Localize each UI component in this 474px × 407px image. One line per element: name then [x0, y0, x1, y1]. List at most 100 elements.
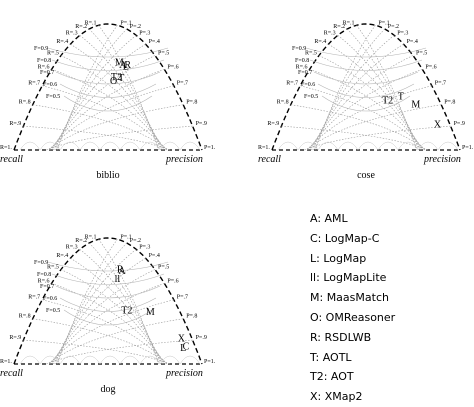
base-arch: [179, 355, 201, 365]
base-arch: [139, 355, 161, 365]
iso-recall-curve: [309, 69, 424, 151]
iso-precision-label: P=.4: [149, 253, 160, 259]
iso-f-arc: [47, 261, 169, 272]
base-arch: [277, 141, 299, 151]
iso-precision-curve: [314, 28, 386, 151]
iso-recall-curve: [98, 25, 159, 151]
point-L: L: [123, 61, 129, 72]
iso-precision-curve: [311, 43, 404, 151]
iso-precision-label: P=.1: [120, 234, 131, 240]
iso-recall-label: R=.1: [85, 234, 97, 240]
legend: A: AML C: LogMap-C L: LogMap ll: LogMapL…: [310, 209, 395, 407]
iso-precision-curve: [49, 299, 174, 365]
iso-recall-curve: [79, 249, 162, 365]
iso-precision-label: P=.3: [139, 244, 150, 250]
iso-f-arc: [59, 83, 157, 98]
iso-precision-curve: [51, 269, 156, 365]
iso-recall-curve: [70, 257, 163, 365]
point-L: L: [180, 343, 186, 354]
iso-f-arc: [309, 59, 423, 71]
base-arch: [397, 141, 419, 151]
iso-f-label: F=0.8: [37, 58, 51, 64]
iso-precision-label: P=1.: [462, 145, 474, 151]
iso-f-arc: [321, 95, 411, 112]
x-axis-label: recall: [0, 154, 23, 165]
iso-f-label: F=0.9: [34, 260, 48, 266]
panel-caption: biblio: [96, 170, 119, 181]
iso-precision-label: P=.4: [149, 39, 160, 45]
iso-f-label: F=0.6: [43, 296, 57, 302]
iso-recall-label: R=.8: [277, 100, 289, 106]
iso-precision-curve: [57, 239, 118, 365]
point-M: M: [411, 100, 420, 111]
iso-recall-curve: [42, 299, 167, 365]
panel-cose: R=1. R=.9 R=.8 R=.7 R=.6 R=.5 R=.4 R=.3R=.2R=.1…: [258, 20, 474, 181]
iso-precision-curve: [53, 257, 146, 365]
iso-precision-curve: [47, 318, 184, 365]
point-O: O: [110, 76, 117, 87]
iso-f-label: F=0.5: [304, 94, 318, 100]
x-axis-label: recall: [258, 154, 281, 165]
iso-precision-curve: [51, 55, 156, 151]
point-M: M: [115, 57, 124, 68]
iso-precision-label: P=1.: [204, 359, 216, 365]
iso-recall-curve: [98, 239, 159, 365]
point-T2: T2: [111, 72, 122, 83]
panel-caption: cose: [357, 170, 375, 181]
base-arch: [337, 141, 359, 151]
iso-recall-label: R=.7: [28, 295, 40, 301]
legend-item-logmap: L: LogMap: [310, 251, 367, 265]
iso-recall-curve: [88, 28, 160, 151]
point-C: C: [183, 341, 190, 352]
base-arch: [417, 141, 439, 151]
iso-precision-curve: [50, 69, 165, 151]
base-arch: [19, 141, 41, 151]
iso-precision-label: P=.5: [158, 265, 169, 271]
iso-recall-curve: [32, 104, 169, 151]
iso-precision-label: P=.1: [120, 20, 131, 26]
iso-recall-label: R=.4: [314, 39, 326, 45]
iso-f-arc: [59, 297, 157, 312]
iso-recall-label: R=.5: [47, 265, 59, 271]
iso-recall-label: R=1.: [258, 145, 270, 151]
iso-precision-label: P=.9: [196, 121, 207, 127]
iso-precision-label: P=.7: [435, 81, 446, 87]
point-T2: T2: [121, 306, 132, 317]
iso-f-label: F=0.6: [43, 82, 57, 88]
iso-precision-label: P=.8: [186, 100, 197, 106]
point-R: R: [124, 60, 131, 71]
base-arch: [317, 141, 339, 151]
boundary-arch: [13, 23, 203, 151]
base-arch: [119, 355, 141, 365]
iso-precision-curve: [47, 104, 184, 151]
panel-caption: dog: [101, 384, 116, 395]
iso-recall-curve: [51, 283, 166, 365]
point-X: X: [178, 334, 186, 345]
boundary-arch: [271, 23, 461, 151]
iso-recall-curve: [88, 242, 160, 365]
iso-precision-label: P=.4: [407, 39, 418, 45]
point-T2: T2: [382, 96, 393, 107]
iso-recall-label: R=.6: [38, 64, 50, 70]
iso-precision-label: P=.2: [130, 24, 141, 30]
base-arch: [119, 141, 141, 151]
iso-recall-label: R=.2: [75, 24, 87, 30]
point-R: R: [117, 265, 124, 276]
iso-precision-label: P=.6: [167, 278, 178, 284]
iso-precision-label: P=.7: [177, 81, 188, 87]
iso-precision-curve: [53, 43, 146, 151]
iso-recall-curve: [318, 55, 423, 151]
iso-f-label: F=0.5: [46, 94, 60, 100]
iso-f-label: F=0.9: [292, 46, 306, 52]
iso-precision-label: P=.8: [444, 100, 455, 106]
iso-precision-curve: [46, 339, 193, 365]
x-axis-label: recall: [0, 368, 23, 379]
iso-precision-label: P=.6: [425, 64, 436, 70]
iso-recall-label: R=.9: [267, 121, 279, 127]
legend-item-logmaplite: ll: LogMapLite: [310, 271, 387, 285]
iso-f-arc: [47, 47, 169, 58]
iso-f-label: F=0.7: [40, 70, 54, 76]
base-arch: [437, 141, 459, 151]
iso-recall-label: R=.9: [9, 335, 21, 341]
